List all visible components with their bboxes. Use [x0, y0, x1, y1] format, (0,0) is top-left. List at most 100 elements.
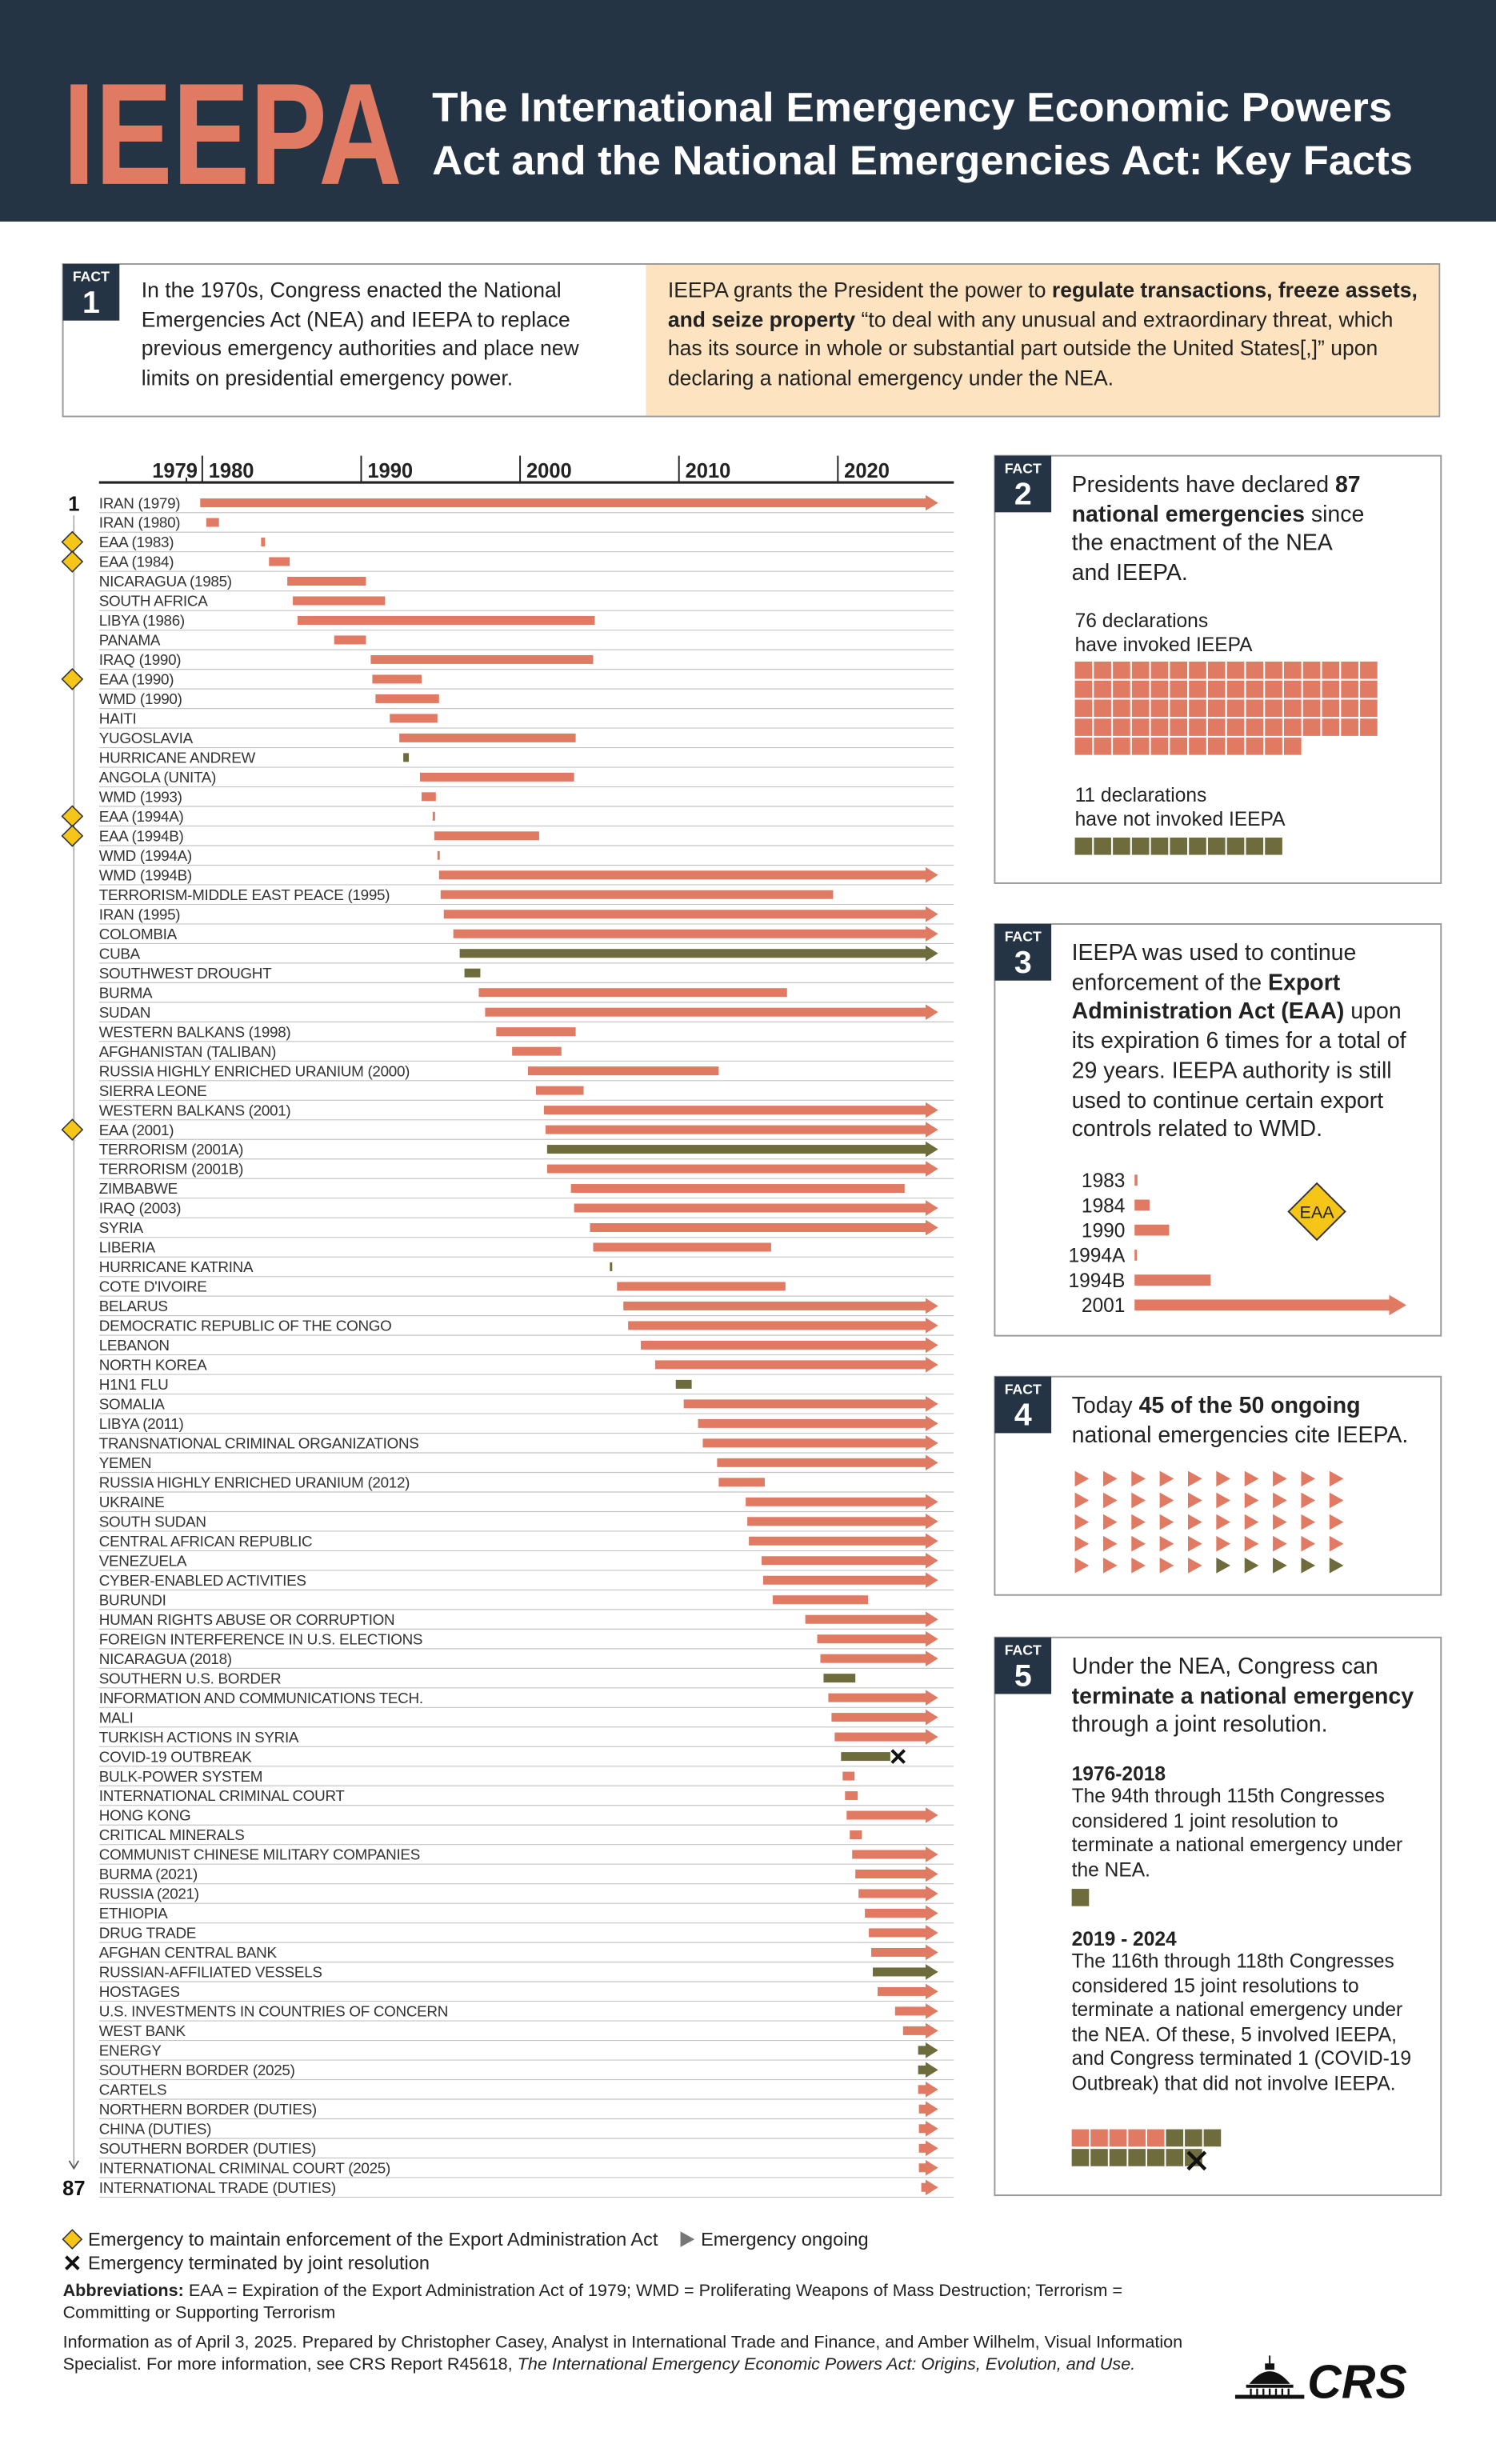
- bar: [845, 1791, 858, 1801]
- emergency-triangle: [1188, 1492, 1202, 1509]
- emergency-triangle: [1273, 1492, 1287, 1509]
- row-label: EAA (1983): [99, 534, 174, 550]
- ongoing-arrow: [925, 926, 938, 942]
- ongoing-arrow: [925, 1866, 938, 1882]
- bar: [918, 2065, 927, 2074]
- bar: [261, 538, 266, 547]
- paragraph-box: The 116th through 118th Congresses consi…: [1072, 1950, 1411, 2095]
- waffle-square: [1246, 661, 1264, 679]
- bar: [675, 1379, 692, 1389]
- ongoing-arrow: [925, 1415, 938, 1432]
- row-label: SUDAN: [99, 1004, 151, 1021]
- row-label: IRAQ (1990): [99, 651, 182, 668]
- emergency-triangle: [1102, 1558, 1118, 1574]
- emphasis: terminate a national emergency: [1071, 1684, 1414, 1710]
- waffle-square: [1113, 699, 1130, 718]
- waffle-square: [1189, 661, 1206, 679]
- row-label: IRAN (1995): [99, 906, 181, 922]
- row-label: TRANSNATIONAL CRIMINAL ORGANIZATIONS: [99, 1435, 419, 1452]
- resolution-square: [1090, 2149, 1108, 2166]
- paragraph-box: The 94th through 115th Congresses consid…: [1072, 1785, 1403, 1880]
- waffle-square: [1207, 738, 1226, 755]
- resolution-square: [1071, 2129, 1090, 2147]
- category-label: 1990: [1082, 1220, 1126, 1242]
- bar: [399, 733, 576, 742]
- waffle-square: [1074, 738, 1093, 755]
- row-label: COVID-19 OUTBREAK: [99, 1748, 253, 1765]
- waffle-square: [1246, 680, 1264, 698]
- row-label: COLOMBIA: [99, 926, 178, 942]
- bar: [772, 1595, 869, 1605]
- count-text: declarations: [1101, 785, 1206, 806]
- row-label: NORTHERN BORDER (DUTIES): [99, 2101, 317, 2118]
- waffle-square: [1284, 738, 1302, 755]
- bar: [593, 1242, 771, 1252]
- waffle-square: [1094, 661, 1111, 679]
- resolution-square: [1109, 2129, 1127, 2147]
- emergency-triangle: [1159, 1492, 1174, 1509]
- row-label: RUSSIA HIGHLY ENRICHED URANIUM (2012): [99, 1474, 410, 1490]
- ongoing-arrow: [925, 1944, 938, 1961]
- row-label: ETHIOPIA: [99, 1905, 168, 1922]
- waffle-square: [1265, 680, 1282, 698]
- paragraph: IEEPA grants the President the power to …: [668, 277, 1430, 393]
- waffle-square: [1113, 718, 1130, 736]
- row-label: TURKISH ACTIONS IN SYRIA: [99, 1729, 299, 1746]
- row-label: NICARAGUA (1985): [99, 573, 232, 590]
- bar: [828, 1693, 927, 1702]
- text: EAA = Expiration of the Export Administr…: [62, 2282, 1122, 2323]
- highlight-panel: [646, 264, 1439, 416]
- paragraph: Information as of April 3, 2025. Prepare…: [63, 2332, 1186, 2377]
- ongoing-arrow: [925, 1552, 938, 1569]
- category-label: 1984: [1082, 1195, 1126, 1217]
- row-label: INFORMATION AND COMMUNICATIONS TECH.: [99, 1690, 423, 1706]
- bar: [200, 498, 927, 508]
- row-label: HOSTAGES: [99, 1983, 180, 2000]
- fact-number: 1: [82, 285, 100, 320]
- row-label: INTERNATIONAL CRIMINAL COURT: [99, 1787, 346, 1804]
- emergency-triangle: [1159, 1514, 1174, 1530]
- emergency-triangle: [1329, 1558, 1344, 1574]
- row-label: EAA (2001): [99, 1122, 174, 1138]
- emergency-triangle: [1188, 1558, 1202, 1574]
- bar: [877, 1986, 927, 1996]
- row-label: HURRICANE KATRINA: [99, 1258, 254, 1275]
- x-tick-label: 2000: [526, 460, 572, 482]
- emphasis: 45 of the 50 ongoing: [1138, 1394, 1361, 1419]
- row-label: PANAMA: [99, 632, 161, 649]
- ongoing-arrow: [925, 2042, 938, 2058]
- waffle-square: [1207, 699, 1226, 718]
- paragraph-box: IEEPA was used to continue enforcement o…: [1071, 942, 1406, 1143]
- fact-box: [994, 1636, 1442, 2197]
- ongoing-arrow: [925, 2022, 938, 2039]
- category-label: 1994B: [1068, 1270, 1125, 1292]
- emergency-triangle: [1273, 1514, 1287, 1530]
- waffle-square: [1131, 699, 1150, 718]
- row-label: SOUTHWEST DROUGHT: [99, 965, 272, 982]
- row-label: YUGOSLAVIA: [99, 730, 194, 746]
- ongoing-arrow: [925, 1298, 938, 1314]
- bar: [717, 1458, 927, 1467]
- ongoing-arrow: [925, 1983, 938, 2000]
- waffle-square: [1265, 837, 1282, 855]
- row-label: INTERNATIONAL CRIMINAL COURT (2025): [99, 2159, 390, 2176]
- bar: [820, 1654, 927, 1663]
- period-title: 2019 - 2024: [1072, 1929, 1177, 1950]
- row-label: TERRORISM-MIDDLE EAST PEACE (1995): [99, 886, 390, 903]
- emphasis: Export Administration Act (EAA): [1071, 970, 1345, 1026]
- legend-x: [65, 2255, 80, 2270]
- row-label: LIBYA (1986): [99, 612, 185, 629]
- bar: [747, 1517, 927, 1526]
- ongoing-arrow: [925, 2179, 938, 2196]
- ongoing-arrow: [1389, 1294, 1407, 1316]
- row-number-bg: [56, 491, 93, 514]
- row-label: BURUNDI: [99, 1591, 166, 1608]
- emergency-triangle: [1131, 1514, 1146, 1530]
- bar: [873, 1967, 927, 1977]
- count-label: have not invoked IEEPA: [1075, 809, 1286, 830]
- row-label: HAITI: [99, 710, 137, 727]
- waffle-square: [1094, 699, 1111, 718]
- bar: [443, 910, 927, 919]
- ongoing-arrow: [925, 1709, 938, 1726]
